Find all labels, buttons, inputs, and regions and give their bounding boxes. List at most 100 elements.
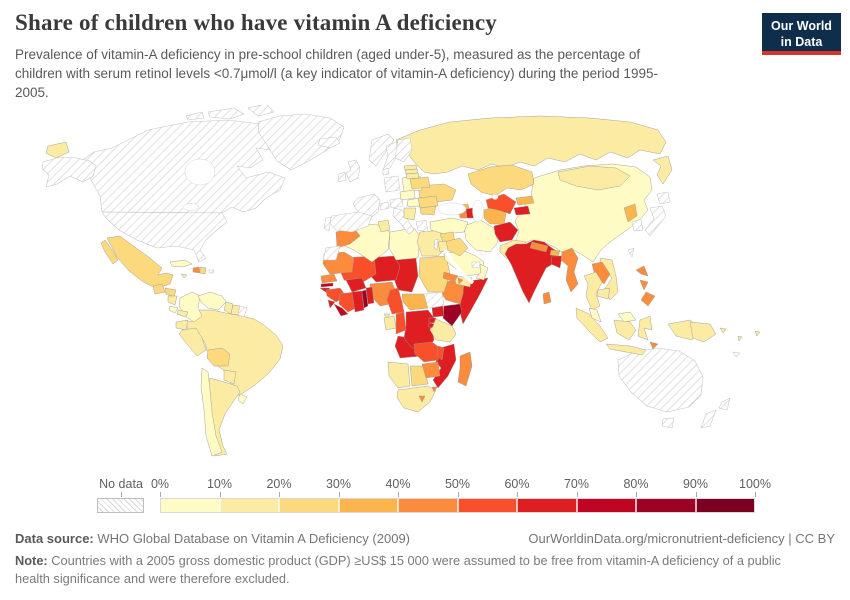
country-costa-rica[interactable]: Costa Rica: 0-10% — [168, 305, 179, 314]
country-rwanda[interactable]: Rwanda: 60-70% — [428, 317, 437, 324]
country-central-african-republic[interactable]: Central African Republic: 30-40% — [401, 293, 429, 311]
country-mongolia[interactable]: Mongolia: 10-20% — [557, 165, 631, 191]
legend-bucket-30-40%[interactable] — [338, 498, 398, 513]
legend-bucket-0-10%[interactable] — [160, 498, 220, 513]
country-greenland[interactable]: Greenland: No data — [257, 113, 345, 171]
country-libya[interactable]: Libya: 0-10% — [388, 227, 421, 261]
country-guatemala[interactable]: Guatemala: 20-30% — [152, 283, 166, 295]
country-bhutan[interactable]: Bhutan: 30-40% — [549, 249, 561, 257]
country-sierra-leone[interactable]: Sierra Leone: 60-70% — [327, 299, 336, 309]
country-belarus[interactable]: Belarus: 20-30% — [409, 176, 431, 190]
country-chile[interactable]: Chile: 0-10% — [200, 367, 223, 457]
country-turkey[interactable]: Turkey: 0-10% — [429, 217, 469, 235]
legend-bucket-10-20%[interactable] — [219, 498, 279, 513]
country-burundi[interactable]: Burundi: 60-70% — [427, 322, 435, 329]
country-south-sudan[interactable]: South Sudan: No data — [423, 291, 445, 309]
country-dominican-republic[interactable]: Dominican Republic: 20-30% — [199, 266, 207, 275]
country-japan[interactable]: Japan: No data — [644, 191, 671, 237]
country-denmark[interactable]: Denmark: No data — [382, 167, 390, 176]
country-timor-leste[interactable]: Timor-Leste: 40-50% — [649, 341, 659, 350]
country-nicaragua[interactable]: Nicaragua: 10-20% — [167, 295, 178, 306]
country-australia[interactable]: Australia: No data — [617, 347, 704, 429]
legend-no-data-swatch[interactable] — [97, 498, 144, 513]
legend-bucket-80-90%[interactable] — [636, 498, 696, 513]
country-kenya[interactable]: Kenya: 80-90% — [442, 303, 463, 327]
country-togo[interactable]: Togo: 80-90% — [361, 289, 369, 309]
country-djibouti[interactable]: Djibouti: 40-50% — [457, 277, 464, 285]
country-new-caledonia[interactable]: New Caledonia: No data — [732, 351, 741, 358]
country-congo[interactable]: Congo: 50-60% — [395, 311, 407, 335]
country-north-korea[interactable]: North Korea: 30-40% — [623, 203, 638, 223]
country-malawi[interactable]: Malawi: 50-60% — [436, 345, 445, 361]
country-ireland[interactable]: Ireland: No data — [337, 171, 347, 183]
owid-link[interactable]: OurWorldinData.org/micronutrient-deficie… — [528, 531, 835, 546]
country-uganda[interactable]: Uganda: 60-70% — [431, 305, 445, 318]
country-cote-d-ivoire[interactable]: Cote d'Ivoire: 50-60% — [338, 291, 357, 313]
country-iceland[interactable]: Iceland: No data — [317, 136, 341, 149]
country-indonesia[interactable]: Indonesia: 10-20% — [575, 307, 701, 356]
country-jordan[interactable]: Jordan: 10-20% — [437, 240, 449, 253]
country-norway[interactable]: Norway: No data — [368, 133, 395, 167]
country-united-kingdom[interactable]: United Kingdom: No data — [345, 159, 361, 183]
country-bangladesh[interactable]: Bangladesh: 60-70% — [550, 255, 563, 269]
country-finland[interactable]: Finland: No data — [394, 137, 413, 163]
country-uruguay[interactable]: Uruguay: 0-10% — [237, 393, 248, 405]
country-madagascar[interactable]: Madagascar: 40-50% — [457, 351, 473, 387]
country-afghanistan[interactable]: Afghanistan: 60-70% — [493, 221, 519, 243]
legend-bucket-90-100%[interactable] — [695, 498, 755, 513]
country-zimbabwe[interactable]: Zimbabwe: 40-50% — [421, 361, 441, 379]
country-myanmar[interactable]: Myanmar: 40-50% — [560, 247, 579, 293]
country-somalia[interactable]: Somalia: 60-70% — [458, 277, 489, 325]
country-bolivia[interactable]: Bolivia: 20-30% — [206, 347, 231, 367]
country-switzerland[interactable]: Switzerland: No data — [379, 201, 390, 211]
country-ghana[interactable]: Ghana: 60-70% — [351, 290, 365, 313]
country-oman[interactable]: Oman: 0-10% — [475, 263, 489, 281]
country-united-arab-emirates[interactable]: United Arab Emirates: No data — [471, 261, 481, 269]
country-liberia[interactable]: Liberia: 70-80% — [333, 303, 349, 317]
country-panama[interactable]: Panama: 10-20% — [176, 309, 189, 318]
country-philippines[interactable]: Philippines: 40-50% — [635, 265, 656, 307]
country-sweden[interactable]: Sweden: No data — [382, 141, 399, 171]
country-south-korea[interactable]: South Korea: No data — [631, 218, 644, 232]
country-india[interactable]: India: 60-70% — [504, 239, 559, 304]
country-ecuador[interactable]: Ecuador: 10-20% — [175, 319, 189, 331]
legend-bucket-60-70%[interactable] — [517, 498, 577, 513]
country-taiwan[interactable]: Taiwan: No data — [627, 247, 635, 258]
country-hungary[interactable]: Hungary: 0-10% — [406, 197, 421, 208]
country-equatorial-guinea[interactable]: Equatorial Guinea: 10-20% — [383, 313, 391, 319]
country-mexico[interactable]: Mexico: 20-30% — [100, 235, 174, 289]
country-new-zealand[interactable]: New Zealand: No data — [700, 397, 731, 429]
country-puerto-rico[interactable]: Puerto Rico: No data — [208, 269, 215, 274]
country-germany[interactable]: Germany: No data — [383, 175, 401, 193]
country-lesotho[interactable]: Lesotho: 40-50% — [418, 395, 426, 403]
country-thailand[interactable]: Thailand: 10-20% — [583, 271, 603, 311]
owid-logo[interactable]: Our World in Data — [762, 13, 841, 55]
country-sri-lanka[interactable]: Sri Lanka: 40-50% — [542, 291, 552, 305]
country-serbia[interactable]: Serbia: 10-20% — [403, 207, 417, 221]
country-western-sahara[interactable]: Western Sahara: No data — [322, 245, 341, 261]
country-venezuela[interactable]: Venezuela: 0-10% — [197, 291, 227, 311]
country-kazakhstan[interactable]: Kazakhstan: 20-30% — [467, 164, 535, 197]
country-china[interactable]: China: 0-10% — [514, 163, 653, 263]
country-zambia[interactable]: Zambia: 50-60% — [413, 341, 441, 363]
country-brazil[interactable]: Brazil: 10-20% — [185, 309, 284, 399]
country-israel[interactable]: Israel: No data — [433, 238, 439, 251]
country-benin[interactable]: Benin: 60-70% — [365, 286, 375, 305]
country-czechia[interactable]: Czechia: 0-10% — [399, 189, 416, 201]
legend-bucket-40-50%[interactable] — [398, 498, 458, 513]
country-burkina-faso[interactable]: Burkina Faso: 60-70% — [345, 277, 367, 293]
country-eswatini[interactable]: Eswatini: 40-50% — [431, 386, 438, 393]
legend-bucket-70-80%[interactable] — [576, 498, 636, 513]
country-french-guiana[interactable]: French Guiana: No data — [237, 305, 248, 318]
country-russia[interactable]: Russia: 10-20% — [45, 115, 673, 185]
country-solomon-islands[interactable]: Solomon Islands: 10-20% — [719, 327, 727, 334]
country-italy[interactable]: Italy: No data — [392, 207, 415, 235]
country-greece[interactable]: Greece: No data — [415, 219, 429, 233]
country-romania[interactable]: Romania: 20-30% — [417, 195, 439, 209]
country-malaysia[interactable]: Malaysia: 0-10% — [588, 307, 637, 323]
country-tunisia[interactable]: Tunisia: 10-20% — [377, 219, 391, 233]
country-bulgaria[interactable]: Bulgaria: 20-30% — [419, 205, 437, 216]
country-paraguay[interactable]: Paraguay: 10-20% — [223, 369, 237, 385]
country-united-states[interactable]: United States: No data — [41, 156, 228, 263]
country-namibia[interactable]: Namibia: 10-20% — [387, 361, 411, 389]
